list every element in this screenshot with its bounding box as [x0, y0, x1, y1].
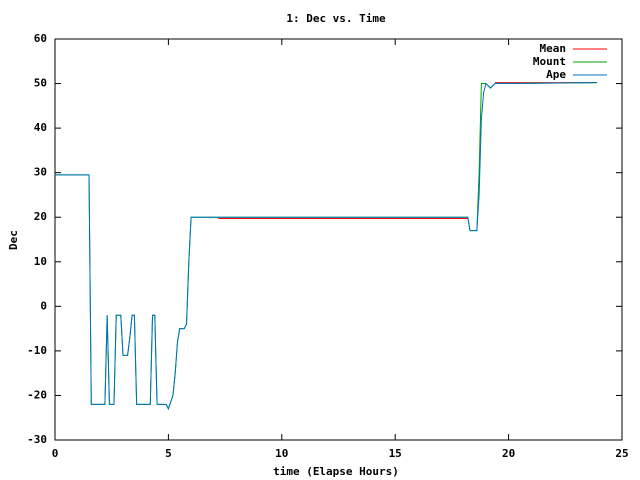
- legend-label: Ape: [546, 68, 566, 81]
- y-tick-label: 10: [34, 255, 47, 268]
- y-tick-label: 40: [34, 121, 47, 134]
- y-tick-label: 0: [40, 299, 47, 312]
- y-tick-label: -20: [27, 388, 47, 401]
- x-tick-label: 15: [389, 447, 402, 460]
- x-tick-label: 0: [52, 447, 59, 460]
- x-tick-label: 20: [502, 447, 515, 460]
- x-axis-label: time (Elapse Hours): [273, 465, 399, 478]
- legend-label: Mean: [540, 42, 567, 55]
- legend-label: Mount: [533, 55, 566, 68]
- x-tick-label: 25: [615, 447, 628, 460]
- y-tick-label: 30: [34, 166, 47, 179]
- series-line: [55, 82, 598, 411]
- y-axis-label: Dec: [7, 230, 20, 250]
- y-tick-label: -10: [27, 344, 47, 357]
- y-tick-label: 50: [34, 77, 47, 90]
- x-tick-label: 10: [275, 447, 288, 460]
- y-tick-label: 60: [34, 32, 47, 45]
- x-tick-label: 5: [165, 447, 172, 460]
- chart-title: 1: Dec vs. Time: [286, 12, 386, 25]
- plot-border: [54, 38, 623, 441]
- y-tick-label: -30: [27, 433, 47, 446]
- y-tick-label: 20: [34, 210, 47, 223]
